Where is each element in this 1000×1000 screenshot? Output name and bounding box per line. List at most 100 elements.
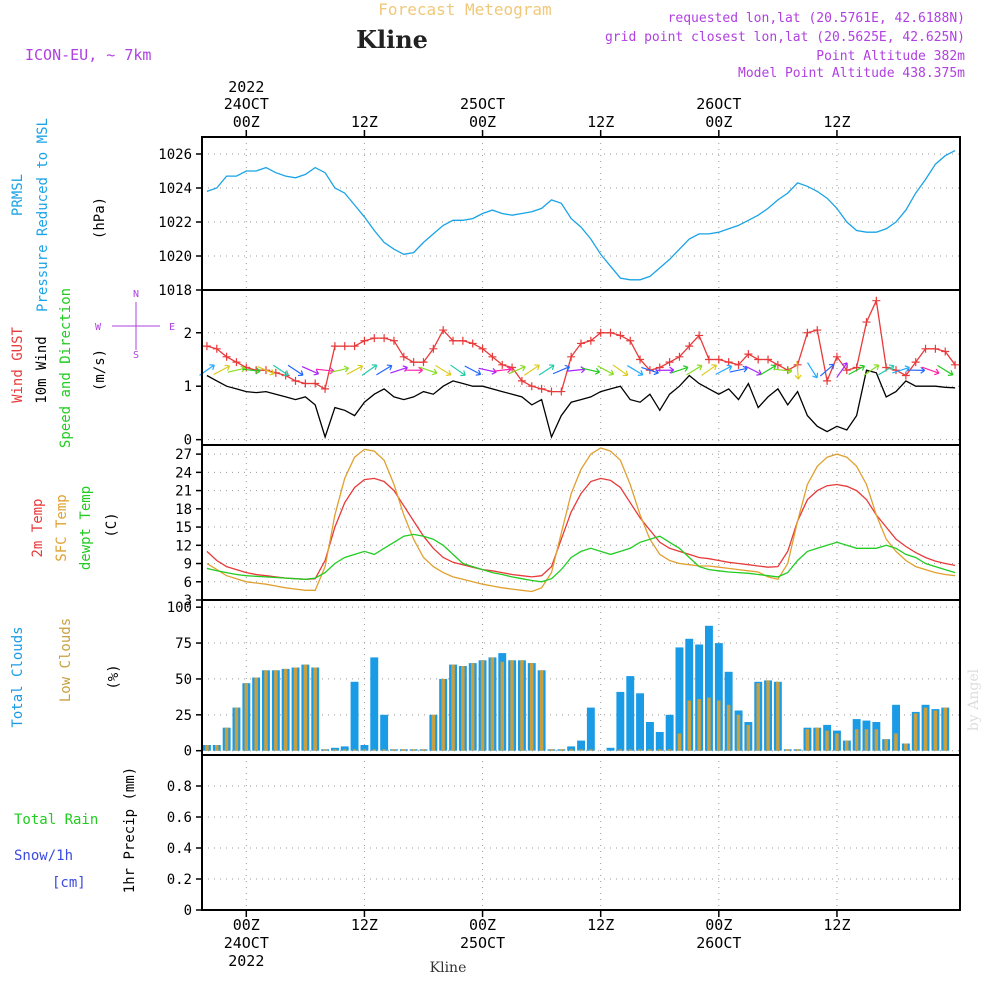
bar-low-clouds	[470, 663, 475, 751]
bar-low-clouds	[618, 749, 623, 751]
bar-low-clouds	[795, 749, 800, 751]
label-prmsl: PRMSL	[10, 174, 26, 216]
bar-total-clouds	[350, 681, 359, 751]
wind-arrow	[450, 364, 466, 377]
gust-marker	[931, 344, 940, 353]
wind-arrow-shape	[272, 364, 289, 377]
bar-low-clouds	[746, 724, 751, 751]
bar-low-clouds	[411, 749, 416, 751]
gust-marker	[941, 347, 950, 356]
label-total-rain: Total Rain	[14, 812, 98, 828]
bar-total-clouds	[586, 707, 595, 751]
gust-marker	[498, 360, 507, 369]
wind-arrow	[863, 364, 880, 376]
ytick-label: 0	[184, 433, 192, 449]
wind-arrow-shape	[597, 365, 615, 376]
bar-low-clouds	[313, 667, 317, 751]
bar-low-clouds	[835, 733, 839, 751]
bar-low-clouds	[638, 749, 642, 751]
wind-arrow	[493, 366, 512, 374]
wind-arrow-shape	[641, 366, 659, 376]
wind-arrow-shape	[612, 364, 629, 377]
bar-total-clouds	[675, 647, 684, 751]
gust-marker	[695, 331, 704, 340]
label-10m-wind: 10m Wind	[34, 336, 50, 403]
panel-clouds: 0 25 50 75 100	[167, 599, 961, 760]
gust-marker	[232, 358, 241, 367]
bar-low-clouds	[884, 739, 888, 751]
label-speed-direction: Speed and Direction	[58, 288, 74, 448]
series-dewpt-temp	[206, 533, 956, 583]
ytick-label: 15	[175, 520, 192, 536]
gust-marker	[606, 328, 615, 337]
bar-low-clouds	[667, 749, 672, 751]
bar-low-clouds	[628, 749, 632, 751]
ytick-label: 9	[184, 557, 192, 573]
gust-marker	[832, 352, 841, 361]
gust-marker	[744, 350, 753, 359]
wind-arrow-shape	[523, 364, 540, 376]
wind-arrow-shape	[581, 367, 601, 375]
wind-arrow	[581, 367, 601, 375]
label-celsius: (C)	[104, 512, 120, 537]
ytick-label: 2	[184, 326, 192, 342]
wind-arrow	[655, 366, 675, 374]
gust-marker	[636, 355, 645, 364]
wind-arrow-shape	[794, 361, 802, 380]
gust-marker	[517, 376, 526, 385]
bar-low-clouds	[264, 670, 268, 751]
bar-low-clouds	[323, 749, 327, 751]
series-2m-temp	[206, 477, 956, 580]
wind-arrow-shape	[330, 365, 350, 373]
gust-marker	[586, 336, 595, 345]
location-title: Kline	[356, 25, 428, 54]
top-hour-label: 00Z	[705, 113, 732, 131]
bar-low-clouds	[943, 707, 947, 751]
bar-low-clouds	[234, 707, 239, 751]
wind-arrow-shape	[287, 364, 304, 377]
label-dewpt-temp: dewpt Temp	[78, 486, 94, 570]
wind-arrow	[627, 365, 644, 376]
bar-low-clouds	[402, 749, 406, 751]
bar-low-clouds	[421, 749, 426, 751]
gust-marker	[449, 336, 458, 345]
wind-arrow	[729, 365, 748, 373]
wind-arrow-shape	[773, 367, 793, 375]
bar-total-clouds	[685, 638, 694, 751]
wind-arrow-shape	[848, 364, 866, 376]
gust-marker	[291, 376, 300, 385]
gust-marker	[704, 355, 713, 364]
bar-low-clouds	[490, 657, 495, 751]
bar-total-clouds	[577, 740, 585, 751]
ytick-label: 0.6	[167, 810, 192, 826]
wind-arrow	[301, 366, 320, 376]
ytick-label: 0.4	[167, 841, 192, 857]
compass-s: S	[133, 350, 139, 361]
gust-marker	[734, 360, 743, 369]
bar-low-clouds	[352, 749, 357, 751]
bar-low-clouds	[431, 714, 436, 751]
wind-arrow	[745, 365, 762, 376]
wind-arrow-shape	[878, 364, 895, 376]
wind-arrow	[213, 364, 231, 375]
wind-arrow-shape	[627, 365, 644, 376]
bottom-year-label: 2022	[228, 952, 264, 970]
gust-marker	[321, 384, 330, 393]
gust-marker	[222, 352, 231, 361]
gust-marker	[724, 358, 733, 367]
bar-low-clouds	[805, 729, 810, 751]
bar-low-clouds	[303, 664, 308, 751]
bar-low-clouds	[382, 749, 386, 751]
bar-low-clouds	[530, 663, 534, 751]
wind-arrow	[670, 365, 689, 374]
top-year-label: 2022	[228, 78, 264, 96]
top-date-label: 26OCT	[696, 95, 741, 113]
bar-low-clouds	[845, 740, 849, 751]
gust-marker	[527, 382, 536, 391]
wind-arrow-shape	[552, 364, 571, 375]
bar-low-clouds	[726, 704, 731, 751]
wind-arrow	[686, 364, 703, 376]
bar-low-clouds	[205, 745, 209, 751]
wind-arrow-shape	[729, 365, 748, 373]
gust-marker	[921, 344, 930, 353]
